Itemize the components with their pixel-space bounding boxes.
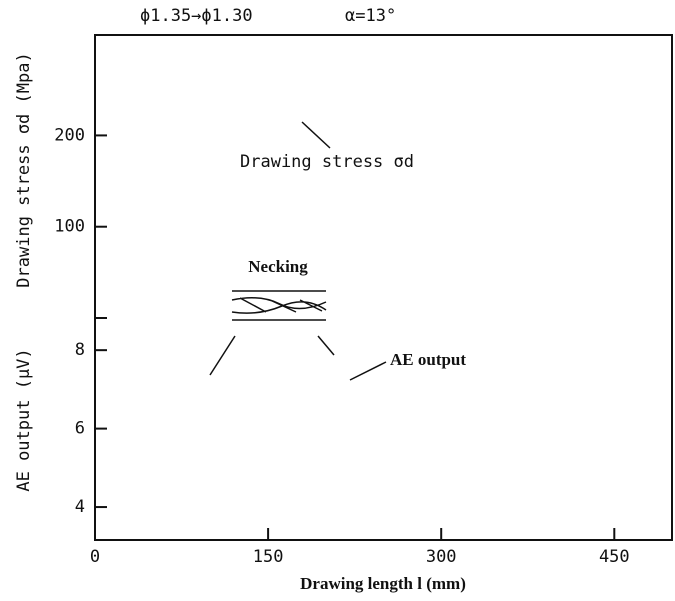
x-tick-label: 150 <box>253 547 284 567</box>
y-tick-label: 100 <box>54 217 85 237</box>
y2-tick-label: 4 <box>75 497 85 517</box>
x-axis-label: Drawing length l (mm) <box>300 574 466 593</box>
y2-axis-label: AE output (μV) <box>14 348 34 491</box>
y-axis-label: Drawing stress σd (Mpa) <box>14 52 34 287</box>
chart-title: ϕ1.35→ϕ1.30 <box>140 6 253 26</box>
x-tick-label: 0 <box>90 547 100 567</box>
annotation: AE output <box>390 350 466 369</box>
y-tick-label: 200 <box>54 125 85 145</box>
x-tick-label: 300 <box>426 547 457 567</box>
y2-tick-label: 8 <box>75 340 85 360</box>
chart-subtitle: α=13° <box>345 6 396 26</box>
leader-line <box>349 361 387 381</box>
x-tick-label: 450 <box>599 547 630 567</box>
annotation: Drawing stress σd <box>240 152 414 172</box>
y2-tick-label: 6 <box>75 419 85 439</box>
annotation: Necking <box>248 257 308 276</box>
plot-frame <box>94 34 673 541</box>
necking-sketch <box>209 290 335 376</box>
leader-line <box>301 121 331 149</box>
